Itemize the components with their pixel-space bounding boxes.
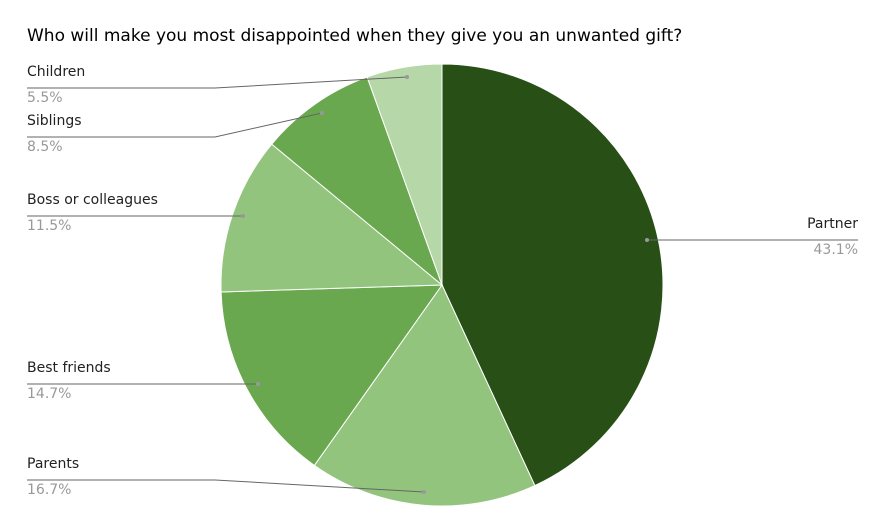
data-label: 14.7% — [27, 386, 71, 402]
leader-line — [27, 112, 323, 138]
leader-line — [27, 76, 408, 89]
legend-label: Siblings — [27, 113, 82, 129]
legend-label: Children — [27, 64, 85, 80]
data-label: 11.5% — [27, 218, 71, 234]
legend-label: Best friends — [27, 360, 111, 376]
legend-label: Partner — [807, 216, 858, 232]
leader-dot — [405, 75, 409, 79]
leader-dot — [320, 111, 324, 115]
pie-slice — [220, 284, 443, 467]
data-label: 8.5% — [27, 139, 63, 155]
leader-dot — [256, 382, 260, 386]
pie-slice — [220, 143, 444, 293]
leader-dot — [422, 490, 426, 494]
chart-title: Who will make you most disappointed when… — [27, 26, 682, 46]
leader-dot — [241, 214, 245, 218]
pie-slice — [366, 63, 443, 286]
legend-label: Parents — [27, 456, 79, 472]
leader-line — [27, 479, 425, 493]
pie-slice — [441, 63, 664, 487]
data-label: 5.5% — [27, 90, 63, 106]
data-label: 16.7% — [27, 482, 71, 498]
legend-label: Boss or colleagues — [27, 192, 158, 208]
data-label: 43.1% — [814, 242, 858, 258]
leader-dot — [645, 238, 649, 242]
pie-slice — [313, 284, 536, 507]
pie-slice — [271, 76, 444, 287]
